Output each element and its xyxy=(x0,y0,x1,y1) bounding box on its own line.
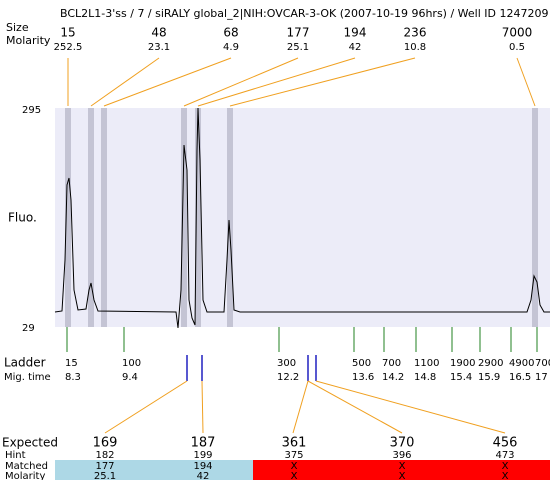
mig-time-label: Mig. time xyxy=(4,372,51,383)
ladder-label: Ladder xyxy=(4,356,46,370)
y-top: 295 xyxy=(22,105,41,116)
hint-size: 375 xyxy=(284,450,303,461)
peak-molarity: 4.9 xyxy=(223,42,239,53)
trace xyxy=(54,107,550,329)
matched-row xyxy=(55,460,253,480)
peak-molarity: 10.8 xyxy=(404,42,426,53)
expected-connector xyxy=(201,380,204,434)
peak-band xyxy=(195,108,201,327)
matched-size: 194 xyxy=(193,461,212,472)
ladder-time: 14.8 xyxy=(414,372,436,383)
ladder-time: 17 xyxy=(535,372,548,383)
expected-size: 361 xyxy=(282,436,307,451)
row-label: Molarity xyxy=(5,471,45,480)
peak-connector xyxy=(90,57,160,107)
matched-size: 177 xyxy=(95,461,114,472)
title: BCL2L1-3'ss / 7 / siRALY global_2|NIH:OV… xyxy=(60,7,548,20)
row-label: Hint xyxy=(5,450,26,461)
ladder-time: 14.2 xyxy=(382,372,404,383)
peak-size: 194 xyxy=(344,26,367,40)
matched-molarity: X xyxy=(399,471,406,480)
peak-band xyxy=(181,108,187,327)
expected-connector xyxy=(104,380,188,434)
hint-size: 199 xyxy=(193,450,212,461)
matched-molarity: X xyxy=(291,471,298,480)
ladder-size: 1100 xyxy=(414,358,439,369)
ladder-time: 12.2 xyxy=(277,372,299,383)
peak-band xyxy=(65,108,71,327)
matched-molarity: X xyxy=(502,471,509,480)
ladder-time: 15.9 xyxy=(478,372,500,383)
peak-band xyxy=(88,108,94,327)
row-label: Expected xyxy=(2,436,58,450)
expected-connector xyxy=(315,380,506,434)
matched-molarity: 42 xyxy=(197,471,210,480)
peak-band xyxy=(227,108,233,327)
expected-connector xyxy=(292,380,309,434)
peak-band xyxy=(101,108,107,327)
matched-molarity: 25.1 xyxy=(94,471,116,480)
peak-size: 177 xyxy=(287,26,310,40)
peak-size: 68 xyxy=(223,26,238,40)
ladder-size: 2900 xyxy=(478,358,503,369)
peak-molarity: 252.5 xyxy=(54,42,83,53)
ladder-size: 15 xyxy=(65,358,78,369)
matched-size: X xyxy=(502,461,509,472)
peak-connector xyxy=(197,57,356,107)
peak-size: 48 xyxy=(151,26,166,40)
molarity-label: Molarity xyxy=(6,34,51,47)
y-axis-label: Fluo. xyxy=(8,211,37,225)
peak-connector xyxy=(103,57,232,107)
peak-connector xyxy=(516,57,536,107)
plot-area xyxy=(55,108,550,327)
peak-connector xyxy=(183,57,299,107)
ladder-time: 13.6 xyxy=(352,372,374,383)
ladder-size: 7000 xyxy=(535,358,550,369)
y-bottom: 29 xyxy=(22,323,35,334)
ladder-time: 8.3 xyxy=(65,372,81,383)
ladder-size: 4900 xyxy=(509,358,534,369)
peak-molarity: 0.5 xyxy=(509,42,525,53)
peak-molarity: 23.1 xyxy=(148,42,170,53)
peak-size: 15 xyxy=(60,26,75,40)
peak-size: 236 xyxy=(404,26,427,40)
peak-connector xyxy=(229,57,416,107)
peak-molarity: 42 xyxy=(349,42,362,53)
matched-size: X xyxy=(291,461,298,472)
row-label: Matched xyxy=(5,461,48,472)
hint-size: 396 xyxy=(392,450,411,461)
ladder-size: 500 xyxy=(352,358,371,369)
unmatched-row xyxy=(253,460,550,480)
ladder-size: 700 xyxy=(382,358,401,369)
expected-size: 187 xyxy=(191,436,216,451)
peak-size: 7000 xyxy=(502,26,533,40)
size-label: Size xyxy=(6,21,29,34)
ladder-size: 1900 xyxy=(450,358,475,369)
peak-molarity: 25.1 xyxy=(287,42,309,53)
expected-size: 370 xyxy=(390,436,415,451)
ladder-time: 16.5 xyxy=(509,372,531,383)
ladder-size: 100 xyxy=(122,358,141,369)
ladder-time: 15.4 xyxy=(450,372,472,383)
hint-size: 473 xyxy=(495,450,514,461)
expected-size: 169 xyxy=(93,436,118,451)
matched-size: X xyxy=(399,461,406,472)
hint-size: 182 xyxy=(95,450,114,461)
expected-connector xyxy=(307,380,403,434)
peak-band xyxy=(532,108,538,327)
ladder-time: 9.4 xyxy=(122,372,138,383)
expected-size: 456 xyxy=(493,436,518,451)
ladder-size: 300 xyxy=(277,358,296,369)
